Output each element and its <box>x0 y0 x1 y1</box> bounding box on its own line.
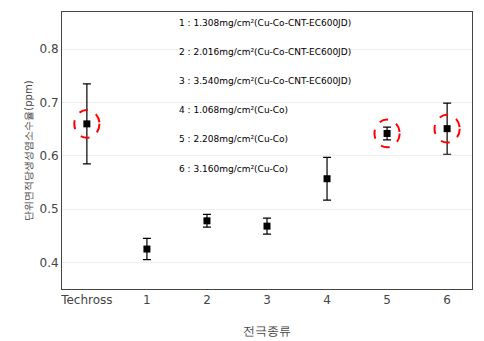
svg-text:0.5: 0.5 <box>40 202 59 216</box>
svg-text:0.4: 0.4 <box>40 256 59 270</box>
svg-text:2 : 2.016mg/cm²(Cu-Co-CNT-EC60: 2 : 2.016mg/cm²(Cu-Co-CNT-EC600JD) <box>179 47 351 57</box>
svg-text:0.6: 0.6 <box>40 149 59 163</box>
svg-text:1 : 1.308mg/cm²(Cu-Co-CNT-EC60: 1 : 1.308mg/cm²(Cu-Co-CNT-EC600JD) <box>179 18 351 28</box>
svg-text:4: 4 <box>323 293 331 307</box>
svg-text:1: 1 <box>143 293 151 307</box>
svg-text:6 : 3.160mg/cm²(Cu-Co): 6 : 3.160mg/cm²(Cu-Co) <box>179 164 288 174</box>
svg-text:0.8: 0.8 <box>40 42 59 56</box>
svg-text:2: 2 <box>203 293 211 307</box>
svg-text:0.7: 0.7 <box>40 96 59 110</box>
svg-text:5: 5 <box>383 293 391 307</box>
svg-text:Techross: Techross <box>60 293 112 307</box>
svg-text:3 : 3.540mg/cm²(Cu-Co-CNT-EC60: 3 : 3.540mg/cm²(Cu-Co-CNT-EC600JD) <box>179 76 351 86</box>
svg-text:5 : 2.208mg/cm²(Cu-Co): 5 : 2.208mg/cm²(Cu-Co) <box>179 134 288 144</box>
svg-text:4 : 1.068mg/cm²(Cu-Co): 4 : 1.068mg/cm²(Cu-Co) <box>179 105 288 115</box>
svg-text:6: 6 <box>443 293 451 307</box>
svg-text:3: 3 <box>263 293 271 307</box>
svg-text:단위면적당생성염소수율(ppm): 단위면적당생성염소수율(ppm) <box>23 80 34 220</box>
svg-text:전극종류: 전극종류 <box>243 324 291 338</box>
